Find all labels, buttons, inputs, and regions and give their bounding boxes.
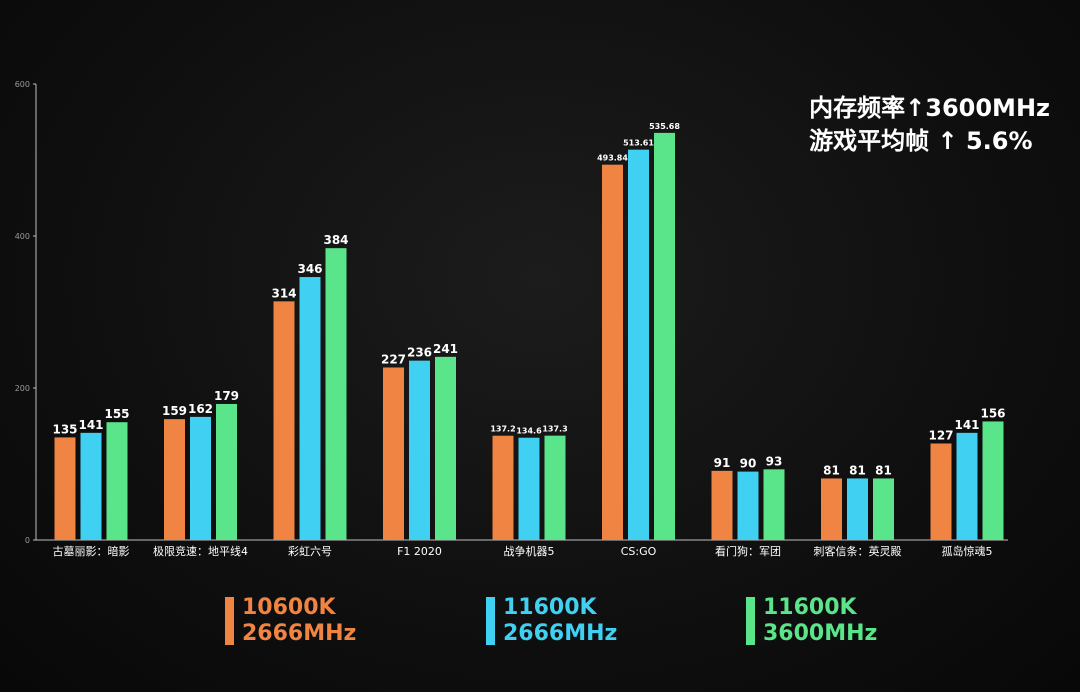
data-label: 156 bbox=[980, 406, 1005, 420]
bar bbox=[518, 437, 540, 540]
bar bbox=[763, 469, 785, 540]
legend-2-line-2: 2666MHz bbox=[503, 621, 618, 646]
category-label: 看门狗：军团 bbox=[715, 544, 781, 558]
data-label: 346 bbox=[297, 262, 322, 276]
bar bbox=[164, 419, 185, 540]
data-label: 81 bbox=[849, 463, 866, 477]
data-label: 137.3 bbox=[542, 425, 567, 434]
category-label: 极限竞速：地平线4 bbox=[153, 544, 248, 558]
annotation-line-1: 内存频率↑3600MHz bbox=[809, 94, 1050, 122]
bar bbox=[628, 149, 649, 540]
bar bbox=[325, 248, 347, 540]
y-tick-label: 0 bbox=[25, 536, 30, 545]
category-label: 刺客信条：英灵殿 bbox=[814, 544, 902, 558]
data-label: 141 bbox=[78, 418, 103, 432]
bar bbox=[273, 301, 295, 540]
bar bbox=[299, 277, 321, 540]
data-label: 135 bbox=[52, 422, 77, 436]
data-label: 137.2 bbox=[490, 425, 515, 434]
data-label: 493.84 bbox=[597, 154, 628, 163]
category-label: F1 2020 bbox=[397, 545, 442, 558]
bar bbox=[982, 421, 1004, 540]
bar bbox=[821, 478, 842, 540]
bar bbox=[654, 132, 675, 541]
legend-swatch-3 bbox=[746, 597, 755, 645]
legend-swatch-2 bbox=[486, 597, 495, 645]
data-label: 81 bbox=[875, 463, 892, 477]
data-label: 227 bbox=[381, 352, 406, 366]
category-label: 孤岛惊魂5 bbox=[942, 544, 993, 558]
data-label: 93 bbox=[766, 454, 783, 468]
bar bbox=[956, 432, 978, 540]
bar bbox=[383, 367, 404, 540]
y-tick-label: 200 bbox=[15, 384, 30, 393]
bar bbox=[409, 360, 430, 540]
bar bbox=[711, 470, 733, 540]
y-tick-label: 600 bbox=[15, 80, 30, 89]
category-label: 战争机器5 bbox=[504, 544, 555, 558]
data-label: 384 bbox=[323, 233, 348, 247]
legend-2-line-1: 11600K bbox=[503, 595, 597, 620]
annotation-line-2: 游戏平均帧 ↑ 5.6% bbox=[809, 127, 1033, 155]
legend-3-line-2: 3600MHz bbox=[763, 621, 878, 646]
legend-3-line-1: 11600K bbox=[763, 595, 857, 620]
bar bbox=[216, 403, 237, 540]
annotation-box: 内存频率↑3600MHz 游戏平均帧 ↑ 5.6% bbox=[809, 92, 1050, 158]
category-label: 古墓丽影：暗影 bbox=[53, 544, 130, 558]
bar bbox=[106, 422, 128, 540]
data-label: 162 bbox=[188, 402, 213, 416]
data-label: 513.61 bbox=[623, 139, 654, 148]
legend-1-line-2: 2666MHz bbox=[242, 621, 357, 646]
bar bbox=[80, 432, 102, 540]
bar bbox=[873, 478, 894, 540]
data-label: 236 bbox=[407, 346, 432, 360]
data-label: 81 bbox=[823, 463, 840, 477]
data-label: 91 bbox=[714, 456, 731, 470]
bar bbox=[435, 356, 456, 540]
data-label: 127 bbox=[928, 428, 953, 442]
legend-1-line-1: 10600K bbox=[242, 595, 336, 620]
data-label: 159 bbox=[162, 404, 187, 418]
data-label: 134.6 bbox=[516, 427, 542, 436]
bar bbox=[737, 471, 759, 540]
legend-swatch-1 bbox=[225, 597, 234, 645]
data-label: 90 bbox=[740, 457, 757, 471]
category-label: 彩虹六号 bbox=[288, 545, 332, 558]
bar bbox=[544, 435, 566, 540]
bar bbox=[492, 435, 514, 540]
bar bbox=[847, 478, 868, 540]
data-label: 314 bbox=[271, 286, 296, 300]
bar bbox=[54, 437, 76, 540]
bar bbox=[602, 164, 623, 541]
data-label: 179 bbox=[214, 389, 239, 403]
data-label: 241 bbox=[433, 342, 458, 356]
bar bbox=[190, 416, 211, 540]
data-label: 535.68 bbox=[649, 122, 680, 131]
data-label: 155 bbox=[104, 407, 129, 421]
bar bbox=[930, 443, 952, 540]
data-label: 141 bbox=[954, 418, 979, 432]
y-tick-label: 400 bbox=[15, 232, 30, 241]
category-label: CS:GO bbox=[621, 545, 657, 558]
